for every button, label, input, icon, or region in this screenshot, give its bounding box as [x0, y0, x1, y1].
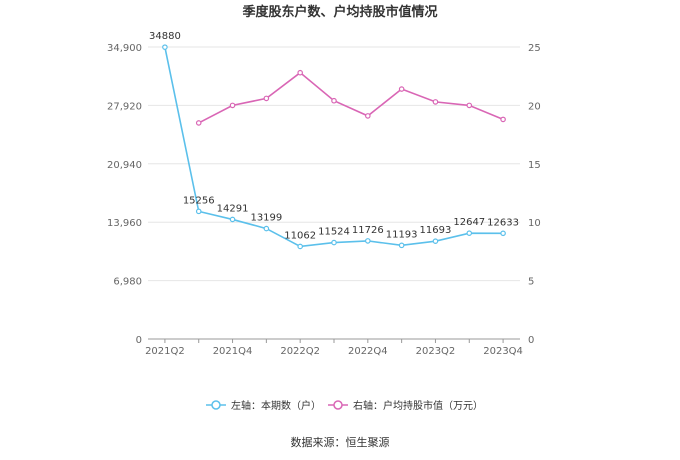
left-axis-tick-label: 13,960 — [107, 218, 142, 229]
right-axis-tick-label: 15 — [528, 160, 541, 171]
right-axis-tick-label: 5 — [528, 277, 534, 288]
right-axis-tick-label: 25 — [528, 43, 541, 54]
data-point — [398, 242, 405, 249]
data-point — [331, 97, 337, 104]
data-point — [229, 102, 236, 109]
legend-marker-1 — [211, 400, 221, 410]
data-point — [398, 86, 405, 92]
left-axis-tick-label: 20,940 — [107, 160, 142, 171]
right-axis-tick-label: 0 — [528, 335, 534, 346]
data-point — [263, 225, 270, 232]
data-point — [162, 44, 168, 50]
right-axis-tick-label: 10 — [528, 218, 541, 229]
data-point — [365, 238, 371, 244]
left-axis-tick-label: 27,920 — [107, 101, 142, 112]
data-label: 15256 — [183, 195, 215, 206]
data-point — [229, 216, 236, 223]
data-point — [365, 113, 371, 119]
axes: 0 6,980 13,960 20,940 27,920 34,900 0 5 10 15 20 25… — [107, 43, 541, 357]
data-label: 11726 — [352, 225, 384, 236]
data-point — [195, 120, 202, 126]
data-point — [432, 99, 439, 105]
legend-label-2: 右轴：户均持股市值（万元） — [353, 399, 483, 412]
data-point — [432, 238, 439, 244]
left-axis-tick-label: 0 — [136, 335, 142, 346]
data-source: 数据来源：恒生聚源 — [291, 435, 390, 449]
legend[interactable]: 左轴：本期数（户） 右轴：户均持股市值（万元） — [206, 399, 483, 412]
data-label: 12633 — [487, 217, 519, 228]
data-label: 11693 — [420, 225, 452, 236]
data-label: 11062 — [284, 230, 316, 241]
series-line-2 — [198, 71, 504, 124]
data-point — [466, 230, 473, 236]
legend-marker-2 — [333, 400, 343, 410]
x-axis-tick-label: 2022Q4 — [348, 346, 388, 357]
data-point — [195, 208, 202, 215]
data-label: 11193 — [386, 229, 418, 240]
data-point — [466, 102, 473, 109]
data-point — [331, 239, 337, 246]
data-label: 12647 — [453, 217, 485, 228]
right-axis-tick-label: 20 — [528, 101, 541, 112]
grid — [148, 46, 520, 282]
x-axis-tick-label: 2023Q2 — [416, 346, 456, 357]
data-label: 34880 — [149, 31, 181, 42]
data-label: 11524 — [318, 227, 350, 238]
data-label: 13199 — [250, 213, 282, 224]
series-line-1 — [164, 47, 504, 248]
x-axis-tick-label: 2021Q4 — [213, 346, 253, 357]
data-point — [263, 95, 270, 102]
data-point — [500, 116, 506, 123]
x-axis-tick-label: 2023Q4 — [483, 346, 523, 357]
legend-label-1: 左轴：本期数（户） — [231, 399, 321, 412]
data-point — [297, 243, 303, 250]
chart-title: 季度股东户数、户均持股市值情况 — [241, 4, 437, 20]
data-point — [297, 69, 303, 76]
left-axis-tick-label: 6,980 — [113, 277, 142, 288]
left-axis-tick-label: 34,900 — [107, 43, 142, 54]
data-label: 14291 — [217, 203, 249, 214]
x-axis-tick-label: 2021Q2 — [145, 346, 185, 357]
x-axis-tick-label: 2022Q2 — [280, 346, 320, 357]
data-point — [500, 230, 506, 237]
